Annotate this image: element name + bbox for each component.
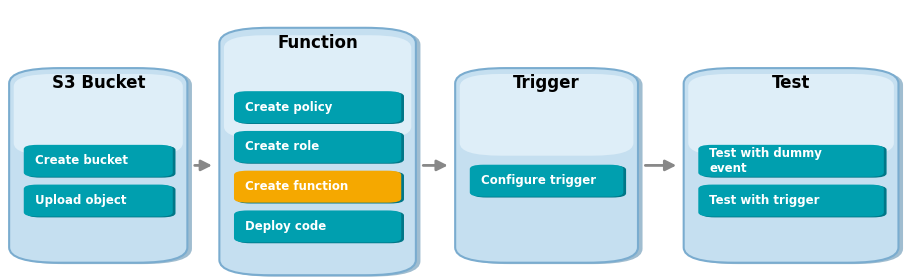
Text: Upload object: Upload object (35, 194, 126, 207)
Text: Create bucket: Create bucket (35, 154, 128, 167)
FancyBboxPatch shape (24, 185, 173, 217)
FancyBboxPatch shape (14, 74, 183, 156)
Text: Function: Function (277, 34, 358, 52)
FancyBboxPatch shape (688, 70, 903, 264)
FancyBboxPatch shape (234, 210, 401, 242)
Text: Create role: Create role (245, 140, 319, 153)
FancyBboxPatch shape (224, 29, 420, 277)
FancyBboxPatch shape (219, 28, 416, 275)
FancyBboxPatch shape (460, 74, 633, 156)
Text: Test: Test (772, 75, 810, 92)
FancyBboxPatch shape (698, 145, 884, 177)
FancyBboxPatch shape (701, 146, 887, 178)
FancyBboxPatch shape (237, 132, 404, 164)
FancyBboxPatch shape (698, 185, 884, 217)
FancyBboxPatch shape (237, 92, 404, 124)
FancyBboxPatch shape (684, 68, 898, 263)
Text: Deploy code: Deploy code (245, 220, 326, 233)
Text: Create function: Create function (245, 180, 348, 193)
FancyBboxPatch shape (234, 91, 401, 123)
FancyBboxPatch shape (234, 131, 401, 163)
Text: Trigger: Trigger (513, 75, 580, 92)
FancyBboxPatch shape (24, 145, 173, 177)
Text: Configure trigger: Configure trigger (481, 174, 596, 187)
FancyBboxPatch shape (27, 146, 175, 178)
FancyBboxPatch shape (473, 166, 626, 198)
FancyBboxPatch shape (470, 165, 623, 197)
FancyBboxPatch shape (234, 171, 401, 203)
FancyBboxPatch shape (460, 70, 643, 264)
Text: Test with trigger: Test with trigger (709, 194, 820, 207)
FancyBboxPatch shape (701, 185, 887, 217)
FancyBboxPatch shape (237, 172, 404, 203)
Text: Create policy: Create policy (245, 101, 333, 114)
FancyBboxPatch shape (9, 68, 187, 263)
FancyBboxPatch shape (27, 185, 175, 217)
FancyBboxPatch shape (688, 74, 894, 156)
Text: S3 Bucket: S3 Bucket (51, 75, 145, 92)
FancyBboxPatch shape (237, 211, 404, 243)
FancyBboxPatch shape (224, 35, 411, 139)
FancyBboxPatch shape (14, 70, 192, 264)
FancyBboxPatch shape (455, 68, 638, 263)
Text: Test with dummy
event: Test with dummy event (709, 147, 822, 175)
